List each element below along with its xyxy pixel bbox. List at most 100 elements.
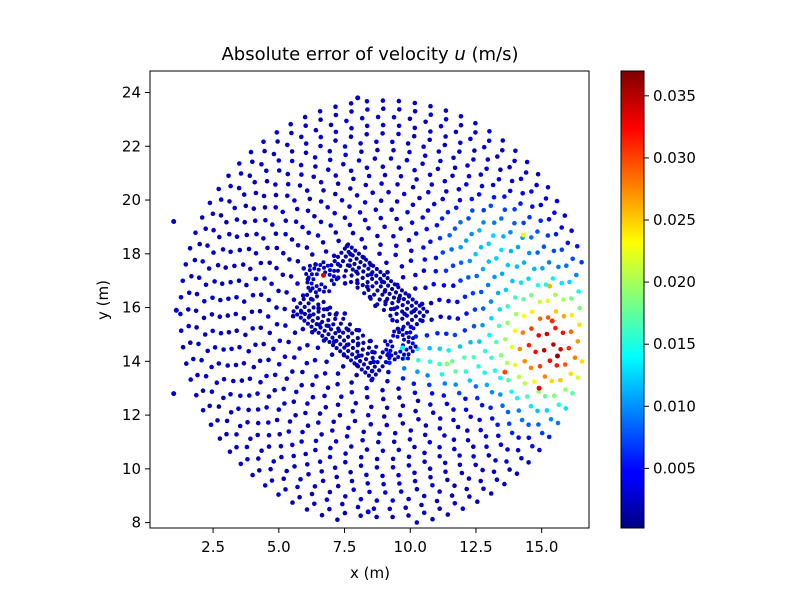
y-tick-label: 12 [122,406,141,424]
scatter-point [378,297,382,301]
scatter-point [207,266,212,271]
scatter-point [454,206,459,211]
scatter-point [463,328,468,333]
scatter-point [245,445,250,450]
scatter-point [304,272,308,276]
scatter-point [498,376,503,381]
scatter-point [436,167,441,172]
scatter-point [218,298,223,303]
scatter-point [311,286,315,290]
scatter-point [350,409,355,414]
scatter-point [253,218,258,223]
scatter-point [556,265,561,270]
scatter-point [412,445,417,450]
scatter-point [450,359,455,364]
scatter-point [518,347,523,352]
scatter-point [521,297,526,302]
scatter-point [332,211,337,216]
scatter-point [318,109,323,114]
scatter-point [498,167,503,172]
scatter-point [458,278,463,283]
scatter-point [430,391,435,396]
scatter-point [291,454,296,459]
scatter-point [343,494,348,499]
scatter-point [481,208,486,213]
scatter-point [189,274,194,279]
scatter-point [522,314,527,319]
scatter-point [290,443,295,448]
scatter-point [292,297,297,302]
scatter-point [420,161,425,166]
scatter-point [367,346,371,350]
scatter-point [338,349,342,353]
scatter-point [298,477,303,482]
scatter-point [320,320,324,324]
scatter-point [488,406,493,411]
scatter-point [361,341,365,345]
scatter-point [422,494,427,499]
scatter-point [305,245,310,250]
y-tick-label: 20 [122,191,141,209]
scatter-point [235,217,240,222]
scatter-point [221,247,226,252]
scatter-point [534,183,539,188]
scatter-point [303,452,308,457]
scatter-point [451,407,456,412]
scatter-point [364,473,369,478]
scatter-point [285,194,290,199]
scatter-point [324,249,329,254]
scatter-point [366,267,370,271]
scatter-point [405,331,409,335]
scatter-point [480,184,485,189]
scatter-point [354,328,358,332]
scatter-point [391,334,395,338]
scatter-point [277,158,282,163]
scatter-point [369,422,374,427]
scatter-point [392,330,396,334]
scatter-point [333,317,337,321]
scatter-point [307,301,311,305]
scatter-point [423,120,428,125]
scatter-point [267,261,272,266]
scatter-point [570,313,575,318]
scatter-point [243,333,248,338]
scatter-point [194,325,199,330]
scatter-point [408,330,412,334]
scatter-point [292,198,297,203]
scatter-point [315,294,319,298]
scatter-point [459,260,464,265]
scatter-point [350,273,354,277]
scatter-point [424,227,429,232]
scatter-point [344,119,349,124]
scatter-point [429,317,434,322]
scatter-point [457,187,462,192]
scatter-point [412,471,417,476]
scatter-point [318,144,323,149]
scatter-point [296,243,301,248]
scatter-point [303,115,308,120]
scatter-point [319,135,324,140]
scatter-point [313,484,318,489]
scatter-point [410,304,414,308]
scatter-point [395,182,400,187]
scatter-point [499,353,504,358]
scatter-point [481,487,486,492]
scatter-point [299,316,303,320]
scatter-point [438,416,443,421]
scatter-point [349,109,354,114]
scatter-point [292,309,296,313]
scatter-point [356,286,360,290]
scatter-point [503,207,508,212]
scatter-point [497,307,502,312]
scatter-point [499,442,504,447]
scatter-point [386,276,390,280]
scatter-point [567,280,572,285]
scatter-point [386,343,390,347]
scatter-point [418,318,422,322]
scatter-point [231,379,236,384]
scatter-point [334,475,339,480]
scatter-point [226,174,231,179]
x-tick-label: 12.5 [459,538,492,556]
scatter-point [363,200,368,205]
scatter-point [390,140,395,145]
